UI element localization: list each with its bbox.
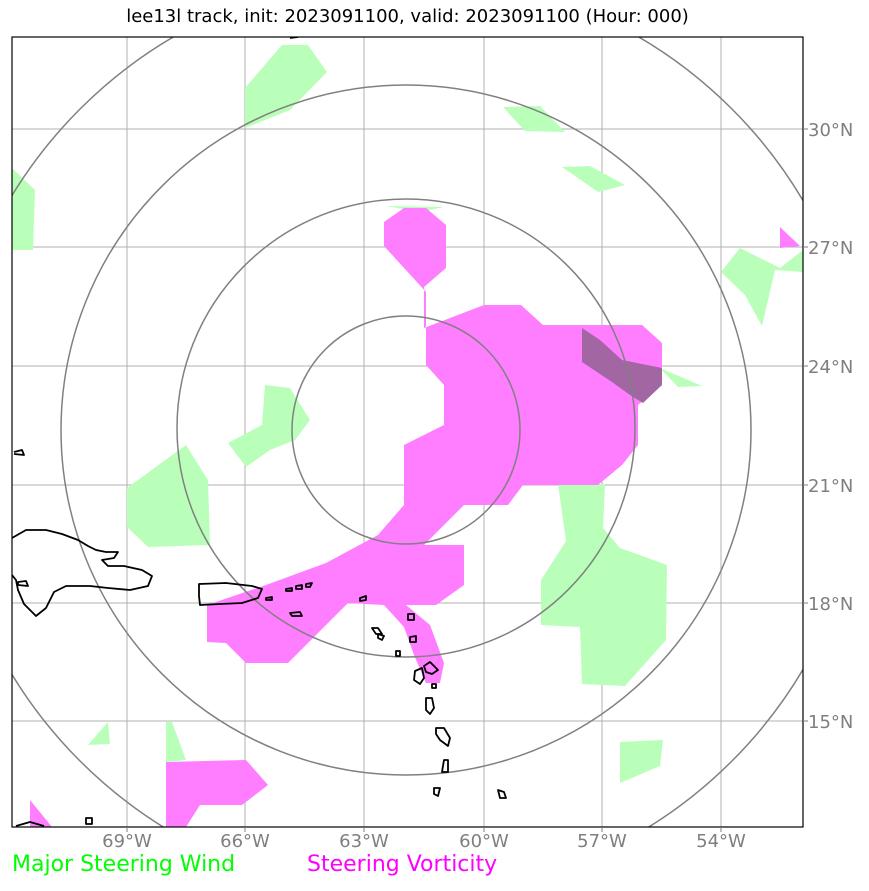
dominica-coast	[425, 697, 435, 715]
lon-tick-label: 60°W	[459, 831, 509, 852]
barbados-coast	[497, 789, 507, 799]
island-coast	[395, 650, 401, 657]
wind-area	[620, 740, 663, 783]
lon-tick-label: 54°W	[696, 831, 746, 852]
puerto-rico-coast	[198, 582, 263, 606]
lat-tick-marks	[803, 128, 808, 722]
coastlines	[12, 37, 507, 827]
guadeloupe-coast	[413, 667, 425, 685]
island-coast	[17, 580, 29, 587]
legend-steering-wind: Major Steering Wind	[12, 852, 236, 877]
range-ring	[291, 315, 521, 545]
wind-area	[88, 722, 110, 745]
island-coast	[359, 595, 367, 602]
island-coast	[371, 627, 383, 635]
vorticity-area	[166, 760, 268, 827]
wind-area	[127, 445, 210, 547]
lon-tick-label: 66°W	[220, 831, 270, 852]
wind-area	[166, 722, 186, 762]
steering-wind-areas	[12, 45, 803, 783]
guadeloupe-coast	[423, 661, 439, 675]
lon-tick-label: 57°W	[577, 831, 627, 852]
map-title: lee13l track, init: 2023091100, valid: 2…	[126, 6, 689, 27]
lon-tick-marks	[126, 827, 722, 832]
lon-tick-label: 69°W	[102, 831, 152, 852]
island-coast	[289, 611, 303, 617]
lat-tick-label: 15°N	[808, 712, 853, 733]
wind-area	[12, 168, 35, 250]
st-lucia-coast	[441, 759, 449, 773]
range-ring	[176, 198, 636, 658]
wind-area	[245, 45, 327, 128]
vorticity-area	[207, 208, 662, 683]
island-coast	[285, 587, 293, 592]
vorticity-area	[780, 227, 800, 248]
lon-tick-label: 63°W	[339, 831, 389, 852]
island-coast	[433, 787, 441, 797]
hispaniola-coast	[12, 529, 153, 617]
wind-area	[660, 368, 702, 387]
island-coast	[13, 449, 25, 456]
lat-tick-labels: 30°N 27°N 24°N 21°N 18°N 15°N	[808, 120, 853, 733]
island-coast	[407, 613, 415, 621]
wind-area	[562, 166, 625, 192]
island-coast	[431, 683, 437, 689]
legend-steering-vorticity: Steering Vorticity	[307, 852, 498, 877]
wind-area	[721, 248, 803, 326]
plot-area	[12, 37, 803, 827]
lon-tick-labels: 69°W 66°W 63°W 60°W 57°W 54°W	[102, 831, 746, 852]
lat-tick-label: 30°N	[808, 120, 853, 141]
martinique-coast	[435, 727, 451, 747]
island-coast	[265, 596, 273, 601]
island-coast	[15, 821, 45, 827]
lat-tick-label: 21°N	[808, 476, 853, 497]
overlap-area	[582, 328, 662, 403]
island-coast	[409, 635, 417, 643]
range-ring	[60, 84, 752, 776]
island-coast	[305, 582, 313, 588]
vorticity-area	[30, 800, 52, 827]
island-coast	[377, 633, 385, 641]
lat-tick-label: 18°N	[808, 594, 853, 615]
island-coast	[295, 584, 303, 590]
steering-vorticity-areas	[30, 208, 800, 827]
lat-tick-label: 24°N	[808, 357, 853, 378]
lat-tick-label: 27°N	[808, 238, 853, 259]
island-coast	[85, 817, 93, 825]
wind-area	[228, 385, 310, 467]
wind-area	[541, 484, 667, 686]
plot-frame	[11, 36, 804, 828]
wind-area	[503, 106, 565, 132]
